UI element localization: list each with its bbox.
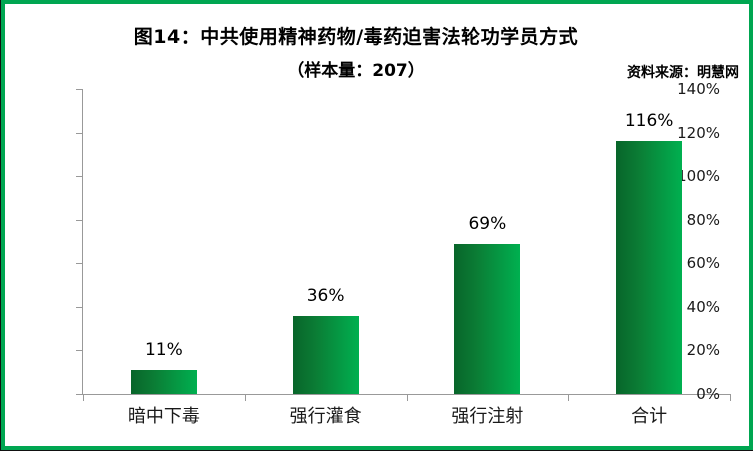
x-axis-tick [83, 394, 84, 401]
bar-1 [130, 370, 197, 394]
x-axis-tick [730, 394, 731, 401]
category-label: 强行灌食 [289, 406, 362, 427]
category-label: 暗中下毒 [127, 406, 200, 427]
category-label: 强行注射 [451, 406, 524, 427]
y-axis-tick-label: 60% [686, 254, 720, 273]
bar-value-label: 11% [144, 340, 183, 361]
y-axis-tick [76, 176, 82, 178]
y-axis-tick-label: 80% [686, 210, 720, 229]
category-label: 合计 [631, 406, 668, 427]
bar-value-label: 116% [624, 111, 674, 132]
bar-3 [454, 243, 521, 394]
y-axis-tick-label: 140% [677, 80, 720, 98]
y-axis-tick [76, 350, 82, 352]
plot-area: 0% 20% 40% 60% 80% 100% 120% 140% 11% 暗中下毒 36% 强行灌食… [76, 80, 731, 427]
y-axis-tick [76, 89, 82, 90]
y-axis-tick [76, 132, 82, 134]
chart-subtitle: （样本量：207） [287, 60, 425, 81]
y-axis-tick-label: 100% [677, 167, 720, 186]
title-block: 图14：中共使用精神药物/毒药迫害法轮功学员方式 （样本量：207） [11, 24, 701, 81]
bar-2 [292, 315, 359, 394]
chart-source: 资料来源：明慧网 [627, 65, 739, 81]
y-axis-tick-label: 120% [677, 123, 720, 142]
bar-value-label: 36% [306, 285, 345, 306]
x-axis-tick [406, 394, 408, 401]
bar-value-label: 69% [468, 213, 507, 234]
y-axis-tick-label: 0% [696, 385, 720, 403]
y-axis-tick [76, 219, 82, 221]
y-axis-tick-label: 40% [686, 297, 720, 316]
bar-4 [616, 141, 683, 394]
x-axis-tick [568, 394, 570, 401]
y-axis-tick [76, 394, 82, 395]
y-axis-tick [76, 263, 82, 265]
chart-title: 图14：中共使用精神药物/毒药迫害法轮功学员方式 [133, 26, 579, 48]
y-axis-tick [76, 306, 82, 308]
y-axis-tick-label: 20% [686, 341, 720, 360]
x-axis-tick [244, 394, 246, 401]
